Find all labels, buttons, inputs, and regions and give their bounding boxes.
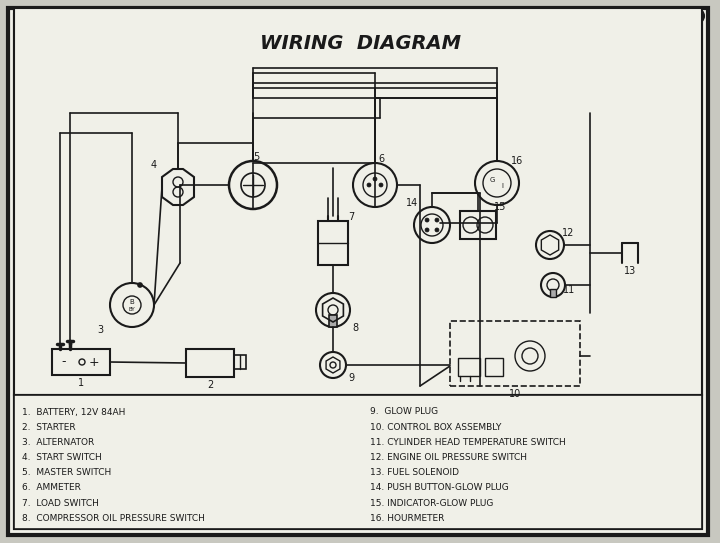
Text: BY: BY <box>129 306 135 312</box>
Bar <box>460 211 496 239</box>
Text: 1.  BATTERY, 12V 84AH: 1. BATTERY, 12V 84AH <box>22 407 125 416</box>
Text: 7: 7 <box>348 212 354 222</box>
Text: 14. PUSH BUTTON-GLOW PLUG: 14. PUSH BUTTON-GLOW PLUG <box>370 483 509 493</box>
Text: 6.  AMMETER: 6. AMMETER <box>22 483 81 493</box>
Text: 8: 8 <box>352 323 358 333</box>
Circle shape <box>425 228 429 232</box>
Bar <box>234 355 246 369</box>
Text: 6: 6 <box>378 154 384 164</box>
Circle shape <box>316 293 350 327</box>
Bar <box>186 349 234 377</box>
Circle shape <box>435 218 439 222</box>
Text: 10: 10 <box>509 389 521 399</box>
Text: 4: 4 <box>151 160 157 170</box>
Text: 16: 16 <box>511 156 523 166</box>
Bar <box>52 349 110 375</box>
Text: 11. CYLINDER HEAD TEMPERATURE SWITCH: 11. CYLINDER HEAD TEMPERATURE SWITCH <box>370 438 566 447</box>
Circle shape <box>373 177 377 181</box>
Text: 1: 1 <box>78 378 84 388</box>
Bar <box>450 321 580 386</box>
Text: 5.  MASTER SWITCH: 5. MASTER SWITCH <box>22 468 112 477</box>
Text: 15. INDICATOR-GLOW PLUG: 15. INDICATOR-GLOW PLUG <box>370 498 493 508</box>
Text: 16. HOURMETER: 16. HOURMETER <box>370 514 444 523</box>
Bar <box>329 315 337 327</box>
Text: I: I <box>501 183 503 189</box>
Circle shape <box>367 183 371 187</box>
Circle shape <box>320 352 346 378</box>
Circle shape <box>536 231 564 259</box>
Text: G: G <box>490 177 495 183</box>
Text: 3: 3 <box>97 325 103 335</box>
Text: WIRING  DIAGRAM: WIRING DIAGRAM <box>259 34 461 53</box>
Text: 8.  COMPRESSOR OIL PRESSURE SWITCH: 8. COMPRESSOR OIL PRESSURE SWITCH <box>22 514 205 523</box>
Text: 2: 2 <box>207 380 213 390</box>
Text: 3.  ALTERNATOR: 3. ALTERNATOR <box>22 438 94 447</box>
Circle shape <box>425 218 429 222</box>
Text: 5: 5 <box>253 152 259 162</box>
Text: 13: 13 <box>624 266 636 276</box>
Bar <box>458 358 480 376</box>
Text: +: + <box>89 356 99 369</box>
Circle shape <box>475 161 519 205</box>
Text: 4.  START SWITCH: 4. START SWITCH <box>22 453 102 462</box>
Text: 2.  STARTER: 2. STARTER <box>22 422 76 432</box>
Circle shape <box>414 207 450 243</box>
Text: 15: 15 <box>494 202 506 212</box>
Circle shape <box>229 161 277 209</box>
Text: 9: 9 <box>348 373 354 383</box>
Circle shape <box>435 228 439 232</box>
Text: 12. ENGINE OIL PRESSURE SWITCH: 12. ENGINE OIL PRESSURE SWITCH <box>370 453 527 462</box>
Circle shape <box>379 183 383 187</box>
Text: 12: 12 <box>562 228 574 238</box>
Text: 13. FUEL SOLENOID: 13. FUEL SOLENOID <box>370 468 459 477</box>
Text: 7.  LOAD SWITCH: 7. LOAD SWITCH <box>22 498 99 508</box>
Circle shape <box>353 163 397 207</box>
Circle shape <box>690 9 704 23</box>
Text: B: B <box>130 299 135 305</box>
Text: 11: 11 <box>563 285 575 295</box>
Bar <box>14 8 702 395</box>
Text: 10. CONTROL BOX ASSEMBLY: 10. CONTROL BOX ASSEMBLY <box>370 422 501 432</box>
Bar <box>14 395 702 529</box>
Text: -: - <box>62 356 66 369</box>
Polygon shape <box>162 169 194 205</box>
Text: 14: 14 <box>406 198 418 208</box>
Circle shape <box>541 273 565 297</box>
Bar <box>318 221 348 265</box>
Bar <box>14 395 702 529</box>
Circle shape <box>138 283 142 287</box>
Text: 9.  GLOW PLUG: 9. GLOW PLUG <box>370 407 438 416</box>
Bar <box>550 289 556 297</box>
Bar <box>485 358 503 376</box>
